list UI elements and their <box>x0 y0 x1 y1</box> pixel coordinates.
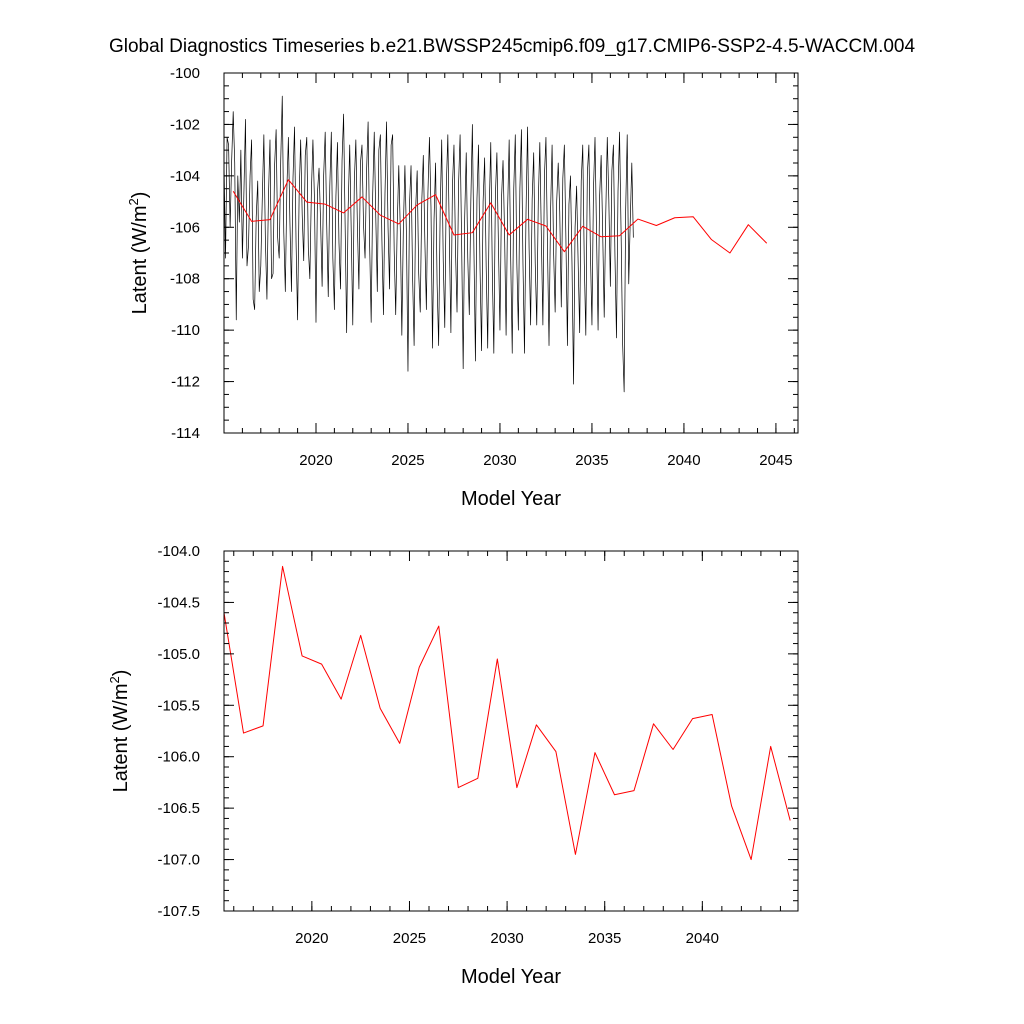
tick-marks <box>223 72 798 434</box>
y-tick-label: -104 <box>170 168 200 185</box>
y-tick-label: -107.5 <box>157 903 200 920</box>
y-tick-label: -105.5 <box>157 697 200 714</box>
y-tick-label: -108 <box>170 271 200 288</box>
y-tick-label: -102 <box>170 116 200 133</box>
y-tick-label: -104.0 <box>157 543 200 560</box>
x-tick-label: 2035 <box>575 452 608 469</box>
bottom-panel-plot: 2020 2025 2030 2035 2040 -107.5 -107.0 -106.5 -1… <box>107 543 799 988</box>
y-tick-label: -104.5 <box>157 594 200 611</box>
y-axis-title-superscript: 2 <box>126 198 141 205</box>
annual-mean-line <box>232 179 768 254</box>
y-tick-label: -106.5 <box>157 800 200 817</box>
tick-marks <box>224 550 798 912</box>
plot-frame <box>223 550 799 912</box>
y-tick-label: -100 <box>170 65 200 82</box>
x-tick-label: 2035 <box>588 930 621 947</box>
page-title: Global Diagnostics Timeseries b.e21.BWSS… <box>108 36 916 57</box>
x-tick-label: 2030 <box>483 452 516 469</box>
y-axis-title: Latent (W/m2) <box>126 192 151 315</box>
y-tick-label: -106 <box>170 219 200 236</box>
y-tick-label: -105.0 <box>157 646 200 663</box>
x-tick-label: 2025 <box>393 930 426 947</box>
x-axis-title: Model Year <box>461 966 561 988</box>
y-axis-title-text: Latent (W/m <box>110 683 132 792</box>
y-axis-title-superscript: 2 <box>107 676 122 683</box>
y-axis-title-close: ) <box>110 670 132 677</box>
x-tick-label: 2040 <box>667 452 700 469</box>
y-axis-title-text: Latent (W/m <box>129 205 151 314</box>
y-axis-title-close: ) <box>129 192 151 199</box>
y-tick-label: -107.0 <box>157 852 200 869</box>
x-tick-label: 2025 <box>391 452 424 469</box>
top-panel-plot: 2020 2025 2030 2035 2040 2045 -114 -112 -110 -108… <box>126 65 799 510</box>
y-tick-label: -114 <box>171 425 200 442</box>
x-tick-label: 2040 <box>686 930 719 947</box>
x-tick-label: 2030 <box>490 930 523 947</box>
y-tick-label: -106.0 <box>157 749 200 766</box>
y-tick-label: -110 <box>171 322 200 339</box>
x-tick-label: 2020 <box>295 930 328 947</box>
x-tick-label: 2020 <box>299 452 332 469</box>
y-tick-label: -112 <box>171 374 200 391</box>
monthly-line <box>223 95 634 393</box>
annual-mean-line <box>223 565 791 861</box>
x-axis-title: Model Year <box>461 488 561 510</box>
x-tick-label: 2045 <box>759 452 792 469</box>
y-axis-title: Latent (W/m2) <box>107 670 132 793</box>
